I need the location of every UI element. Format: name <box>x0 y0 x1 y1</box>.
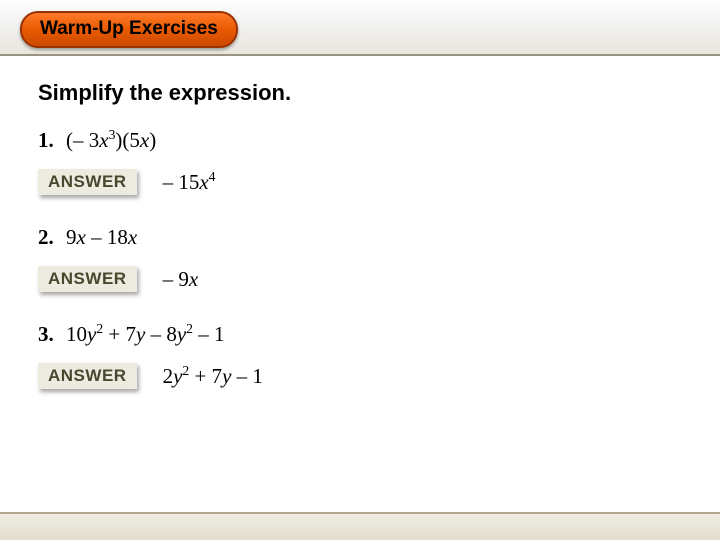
answer-box: ANSWER <box>38 266 137 292</box>
header-rule <box>0 54 720 56</box>
question-row: 1. (– 3x3)(5x) <box>38 128 682 153</box>
question-row: 2. 9x – 18x <box>38 225 682 250</box>
answer-value: 2y2 + 7y – 1 <box>163 364 263 389</box>
question-row: 3. 10y2 + 7y – 8y2 – 1 <box>38 322 682 347</box>
answer-row: ANSWER – 9x <box>38 266 682 292</box>
answer-value: – 9x <box>163 267 199 292</box>
page-heading: Simplify the expression. <box>38 80 682 106</box>
question-expression: (– 3x3)(5x) <box>66 128 156 153</box>
answer-box: ANSWER <box>38 169 137 195</box>
content-area: Simplify the expression. 1. (– 3x3)(5x) … <box>38 80 682 419</box>
title-pill: Warm-Up Exercises <box>20 11 238 48</box>
question-number: 2. <box>38 225 66 250</box>
question-number: 1. <box>38 128 66 153</box>
answer-row: ANSWER – 15x4 <box>38 169 682 195</box>
question-expression: 9x – 18x <box>66 225 137 250</box>
title-pill-label: Warm-Up Exercises <box>40 18 218 39</box>
answer-row: ANSWER 2y2 + 7y – 1 <box>38 363 682 389</box>
answer-value: – 15x4 <box>163 170 216 195</box>
question-expression: 10y2 + 7y – 8y2 – 1 <box>66 322 224 347</box>
footer-band <box>0 512 720 540</box>
question-number: 3. <box>38 322 66 347</box>
answer-box: ANSWER <box>38 363 137 389</box>
